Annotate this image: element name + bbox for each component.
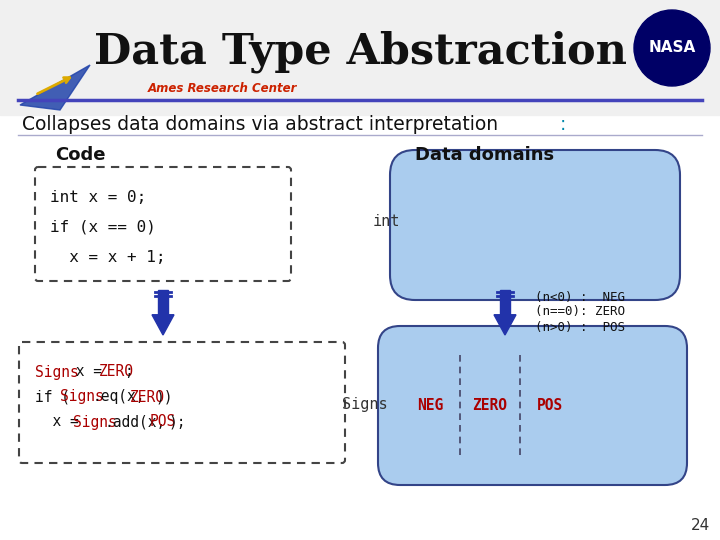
FancyBboxPatch shape <box>19 342 345 463</box>
Text: ZERO: ZERO <box>130 389 166 404</box>
Circle shape <box>634 10 710 86</box>
Text: Code: Code <box>55 146 106 164</box>
Text: x =: x = <box>67 364 110 380</box>
Bar <box>0 0 720 115</box>
FancyBboxPatch shape <box>378 326 687 485</box>
Text: int x = 0;: int x = 0; <box>50 190 146 205</box>
Text: NASA: NASA <box>649 40 696 56</box>
Text: Signs: Signs <box>73 415 117 429</box>
FancyBboxPatch shape <box>35 167 291 281</box>
Text: 24: 24 <box>690 517 710 532</box>
Bar <box>500 290 510 315</box>
Text: ;: ; <box>124 364 132 380</box>
Text: POS: POS <box>537 397 563 413</box>
Text: int: int <box>373 214 400 230</box>
Text: .add(x,: .add(x, <box>105 415 166 429</box>
Text: Signs: Signs <box>35 364 78 380</box>
Text: )): )) <box>156 389 174 404</box>
Text: NEG: NEG <box>417 397 443 413</box>
Polygon shape <box>152 315 174 335</box>
Polygon shape <box>20 65 90 110</box>
Text: );: ); <box>168 415 186 429</box>
Text: ZERO: ZERO <box>472 397 508 413</box>
Text: x =: x = <box>35 415 88 429</box>
FancyBboxPatch shape <box>390 150 680 300</box>
Text: POS: POS <box>149 415 176 429</box>
Text: Data domains: Data domains <box>415 146 554 164</box>
Text: if (x == 0): if (x == 0) <box>50 219 156 234</box>
Polygon shape <box>494 315 516 335</box>
Text: .eq(x,: .eq(x, <box>92 389 145 404</box>
Text: Signs: Signs <box>343 397 388 413</box>
Text: Signs: Signs <box>60 389 104 404</box>
Text: ZERO: ZERO <box>99 364 133 380</box>
Text: (n>0) :  POS: (n>0) : POS <box>535 321 625 334</box>
Text: x = x + 1;: x = x + 1; <box>50 249 166 265</box>
Text: if (: if ( <box>35 389 70 404</box>
Text: Ames Research Center: Ames Research Center <box>148 82 297 94</box>
Text: Collapses data domains via abstract interpretation: Collapses data domains via abstract inte… <box>22 114 498 133</box>
Text: (n<0) :  NEG: (n<0) : NEG <box>535 291 625 303</box>
Text: Data Type Abstraction: Data Type Abstraction <box>94 31 626 73</box>
Text: (n==0): ZERO: (n==0): ZERO <box>535 306 625 319</box>
Text: :: : <box>560 114 567 133</box>
Bar <box>158 290 168 315</box>
